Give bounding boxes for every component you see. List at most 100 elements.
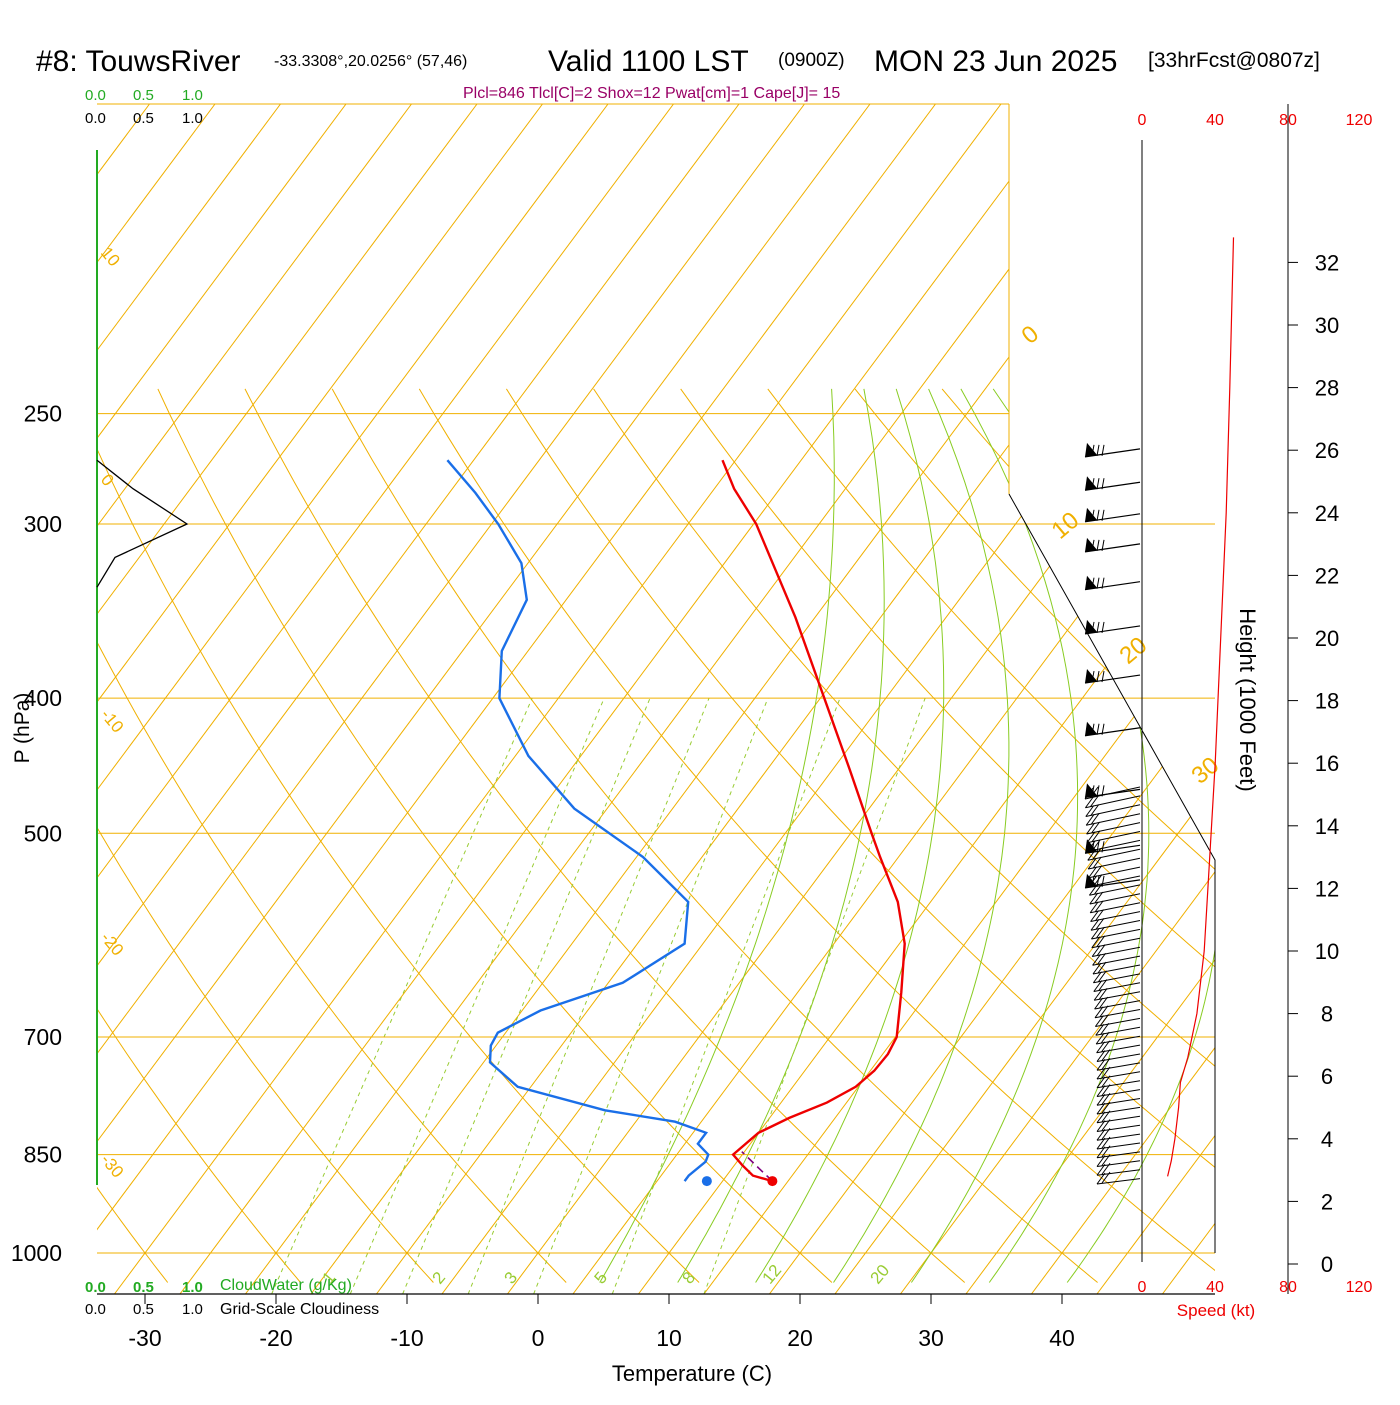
x-axis-label: Temperature (C) bbox=[612, 1361, 772, 1386]
valid-date: MON 23 Jun 2025 bbox=[874, 45, 1117, 78]
wind-barb bbox=[1097, 1163, 1140, 1175]
x-tick-label: 20 bbox=[787, 1325, 813, 1351]
x-tick-label: -20 bbox=[259, 1325, 292, 1351]
cloudwater-scale-bottom-1: 0.5 bbox=[133, 1279, 154, 1296]
wind-barb-feather bbox=[1097, 445, 1099, 456]
dry-adiabat-line bbox=[681, 389, 1400, 1283]
cloudwater-scale-bottom-2: 1.0 bbox=[182, 1279, 203, 1296]
wind-barb bbox=[1097, 1137, 1140, 1149]
wind-barb bbox=[1092, 936, 1140, 948]
cloudwater-scale-top-0: 0.0 bbox=[85, 87, 106, 104]
x-tick-label: 10 bbox=[656, 1325, 682, 1351]
station-coords: -33.3308°,20.0256° (57,46) bbox=[274, 53, 467, 70]
cloudiness-scale-top-1: 0.5 bbox=[133, 110, 154, 127]
height-tick-label: 2 bbox=[1321, 1189, 1333, 1214]
isotherm-label: -10 bbox=[97, 705, 127, 736]
cloudwater-scale-bottom-0: 0.0 bbox=[85, 1279, 106, 1296]
moist-adiabat-line bbox=[600, 389, 835, 1283]
isotherm-label-upper: 20 bbox=[1115, 632, 1153, 670]
wind-barb bbox=[1085, 476, 1140, 490]
height-tick-label: 6 bbox=[1321, 1064, 1333, 1089]
height-tick-label: 32 bbox=[1315, 250, 1339, 275]
isotherm-line bbox=[311, 104, 1198, 1294]
wind-barb-flag bbox=[1085, 620, 1097, 634]
surface-temperature-dot bbox=[767, 1176, 777, 1186]
mixing-ratio-label: 12 bbox=[759, 1261, 786, 1288]
dry-adiabat-line bbox=[0, 389, 566, 1283]
wind-barb bbox=[1091, 927, 1140, 939]
x-tick-label: -30 bbox=[128, 1325, 161, 1351]
wind-barb-feather bbox=[1097, 578, 1099, 589]
wind-barb-flag bbox=[1085, 669, 1097, 683]
isotherm-label: -20 bbox=[97, 928, 127, 959]
wind-barb bbox=[1085, 576, 1140, 590]
mixing-ratio-line bbox=[534, 698, 768, 1294]
speed-tick-top-40: 40 bbox=[1206, 112, 1224, 129]
isotherm-line bbox=[0, 104, 543, 1294]
cloudiness-scale-bottom-1: 0.5 bbox=[133, 1301, 154, 1318]
cloudwater-scale-top-1: 0.5 bbox=[133, 87, 154, 104]
height-tick-label: 22 bbox=[1315, 563, 1339, 588]
forecast-info: [33hrFcst@0807z] bbox=[1148, 49, 1320, 72]
dry-adiabat-line bbox=[594, 389, 1400, 1283]
dry-adiabat-line bbox=[0, 389, 433, 1283]
wind-barb-feather bbox=[1097, 724, 1099, 735]
y-axis-label: P (hPa) bbox=[11, 693, 34, 764]
isotherm-label-upper: 30 bbox=[1187, 752, 1225, 790]
temperature-line bbox=[723, 460, 905, 1181]
speed-axis-label: Speed (kt) bbox=[1177, 1301, 1255, 1320]
isotherm-line bbox=[0, 104, 870, 1294]
cloudiness-label: Grid-Scale Cloudiness bbox=[220, 1301, 379, 1318]
mixing-ratio-label: 20 bbox=[867, 1261, 894, 1288]
speed-tick-bottom-80: 80 bbox=[1279, 1279, 1297, 1296]
mixing-ratio-line bbox=[612, 698, 840, 1294]
dry-adiabat-line bbox=[1204, 389, 1400, 1283]
wind-barb bbox=[1085, 443, 1140, 457]
height-tick-label: 26 bbox=[1315, 438, 1339, 463]
wind-barb-flag bbox=[1085, 576, 1097, 590]
chart-data-layer bbox=[97, 237, 1234, 1186]
wind-barb bbox=[1085, 620, 1140, 634]
height-tick-label: 12 bbox=[1315, 876, 1339, 901]
cloudiness-scale-top-2: 1.0 bbox=[182, 110, 203, 127]
speed-tick-top-0: 0 bbox=[1138, 112, 1147, 129]
plot-grid bbox=[0, 104, 1400, 1294]
isotherm-line bbox=[49, 104, 936, 1294]
wind-barb-feather bbox=[1097, 478, 1099, 489]
wind-barb-feather bbox=[1097, 540, 1099, 551]
dry-adiabat-line bbox=[506, 389, 1363, 1283]
cloudiness-scale-bottom-2: 1.0 bbox=[182, 1301, 203, 1318]
cloudiness-scale-top-0: 0.0 bbox=[85, 110, 106, 127]
isotherm-line bbox=[245, 104, 1132, 1294]
mixing-ratio-label: 5 bbox=[591, 1268, 612, 1287]
wind-barb-flag bbox=[1085, 476, 1097, 490]
pressure-tick-label: 850 bbox=[24, 1142, 62, 1168]
valid-zulu: (0900Z) bbox=[778, 50, 845, 71]
stability-indices: Plcl=846 Tlcl[C]=2 Shox=12 Pwat[cm]=1 Ca… bbox=[463, 85, 840, 102]
wind-barb bbox=[1094, 988, 1140, 1000]
height-axis-label: Height (1000 Feet) bbox=[1235, 608, 1260, 791]
mixing-ratio-line bbox=[350, 698, 604, 1294]
pressure-tick-label: 300 bbox=[24, 511, 62, 537]
isotherm-label-upper: 10 bbox=[1047, 507, 1085, 545]
height-tick-label: 14 bbox=[1315, 814, 1339, 839]
mixing-ratio-label: 3 bbox=[501, 1268, 522, 1287]
wind-barb bbox=[1085, 538, 1140, 552]
x-tick-label: 30 bbox=[918, 1325, 944, 1351]
wind-barb-flag bbox=[1085, 722, 1097, 736]
speed-tick-bottom-120: 120 bbox=[1346, 1279, 1373, 1296]
wind-barb bbox=[1097, 1172, 1140, 1184]
wind-barb bbox=[1085, 783, 1140, 797]
isotherm-line bbox=[769, 104, 1400, 1294]
height-tick-label: 16 bbox=[1315, 751, 1339, 776]
isotherm-line bbox=[0, 104, 608, 1294]
surface-dewpoint-dot bbox=[702, 1176, 712, 1186]
isotherm-line bbox=[180, 104, 1067, 1294]
wind-speed-line bbox=[1168, 237, 1234, 1176]
x-tick-label: 40 bbox=[1049, 1325, 1075, 1351]
isotherm-line bbox=[0, 104, 805, 1294]
dry-adiabat-line bbox=[1116, 389, 1400, 1283]
wind-barb bbox=[1085, 508, 1140, 522]
